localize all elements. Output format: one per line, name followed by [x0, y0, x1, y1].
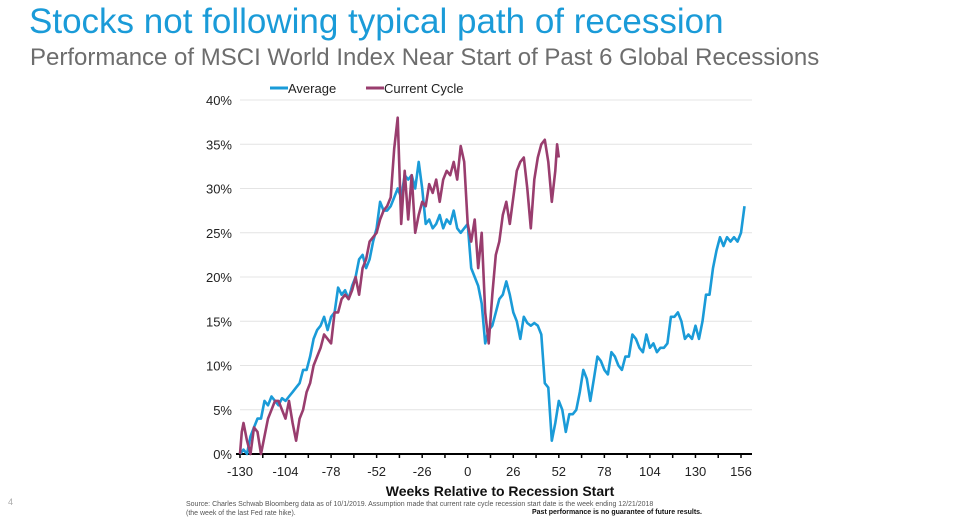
series-line-current-cycle: [238, 116, 561, 456]
y-tick-label: 20%: [206, 270, 232, 285]
y-tick-label: 35%: [206, 137, 232, 152]
y-tick-label: 40%: [206, 93, 232, 108]
x-tick-label: -104: [273, 464, 299, 479]
y-tick-label: 0%: [213, 447, 232, 462]
x-tick-label: 26: [506, 464, 520, 479]
source-note: Source: Charles Schwab Bloomberg data as…: [186, 501, 654, 517]
x-tick-label: 52: [552, 464, 566, 479]
x-tick-label: 104: [639, 464, 661, 479]
chart-subtitle: Performance of MSCI World Index Near Sta…: [30, 44, 820, 71]
legend-label: Average: [288, 81, 336, 96]
x-tick-label: -78: [322, 464, 341, 479]
y-tick-label: 25%: [206, 226, 232, 241]
x-tick-label: -52: [367, 464, 386, 479]
y-tick-label: 5%: [213, 403, 232, 418]
legend-label: Current Cycle: [384, 81, 463, 96]
y-tick-label: 15%: [206, 314, 232, 329]
x-tick-label: -130: [227, 464, 253, 479]
x-tick-label: 156: [730, 464, 752, 479]
x-tick-label: -26: [413, 464, 432, 479]
chart-title: Stocks not following typical path of rec…: [29, 2, 724, 41]
y-tick-label: 30%: [206, 182, 232, 197]
x-tick-label: 0: [464, 464, 471, 479]
y-tick-label: 10%: [206, 359, 232, 374]
series-line-average: [238, 160, 746, 456]
x-axis-label: Weeks Relative to Recession Start: [386, 483, 615, 499]
disclaimer: Past performance is no guarantee of futu…: [532, 509, 702, 516]
page-number: 4: [8, 497, 14, 507]
x-tick-label: 130: [685, 464, 707, 479]
x-tick-label: 78: [597, 464, 611, 479]
